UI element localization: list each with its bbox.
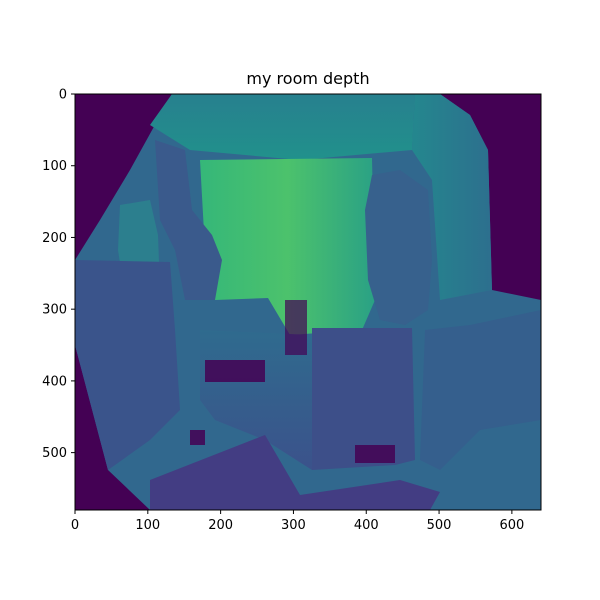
x-tick-label: 200 bbox=[208, 518, 233, 533]
right-front-region bbox=[420, 310, 541, 470]
x-tick-label: 300 bbox=[281, 518, 306, 533]
y-tick-label: 200 bbox=[42, 231, 67, 246]
shadow-patch bbox=[355, 445, 395, 463]
x-tick-label: 500 bbox=[427, 518, 452, 533]
shadow-patch bbox=[285, 300, 307, 355]
right-wall-region bbox=[412, 94, 492, 300]
left-cabinet-region bbox=[155, 140, 222, 300]
desk-region bbox=[312, 328, 415, 470]
y-tick-label: 500 bbox=[42, 446, 67, 461]
shadow-patch bbox=[205, 360, 265, 382]
depth-image bbox=[75, 94, 541, 510]
front-left-region bbox=[75, 260, 180, 470]
back-wall-region bbox=[200, 158, 375, 335]
shadow-patch bbox=[190, 430, 205, 445]
y-tick-label: 0 bbox=[59, 88, 67, 103]
x-tick-label: 600 bbox=[499, 518, 524, 533]
foreground-region bbox=[150, 435, 440, 510]
y-tick-label: 400 bbox=[42, 374, 67, 389]
x-tick-label: 100 bbox=[135, 518, 160, 533]
x-axis: 0 100 200 300 400 500 600 bbox=[71, 510, 524, 533]
y-axis: 0 100 200 300 400 500 bbox=[42, 88, 75, 461]
y-tick-label: 100 bbox=[42, 159, 67, 174]
ceiling-region bbox=[150, 94, 415, 160]
x-tick-label: 400 bbox=[354, 518, 379, 533]
x-tick-label: 0 bbox=[71, 518, 79, 533]
right-chair-region bbox=[365, 170, 432, 325]
y-tick-label: 300 bbox=[42, 303, 67, 318]
axes-frame bbox=[74, 93, 542, 511]
chart-title: my room depth bbox=[246, 69, 369, 88]
